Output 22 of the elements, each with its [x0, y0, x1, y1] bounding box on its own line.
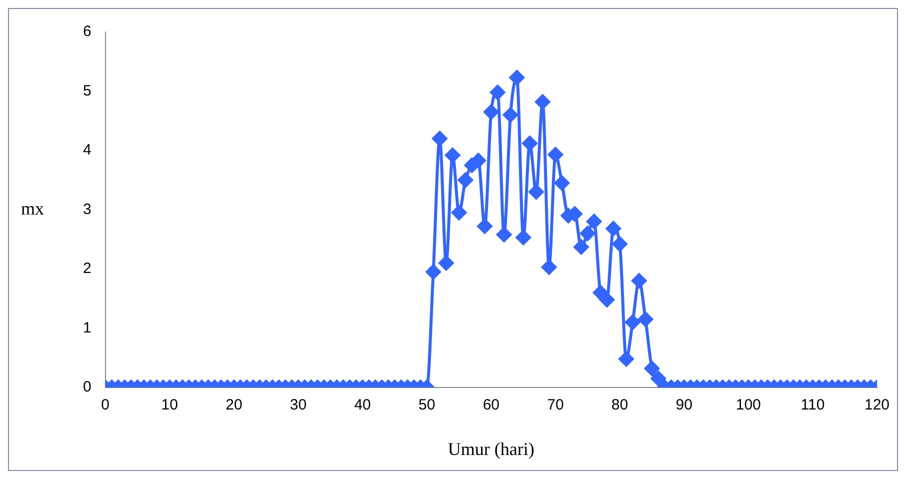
- x-axis-title: Umur (hari): [448, 438, 534, 459]
- y-tick-label: 1: [83, 319, 92, 336]
- x-tick-label: 50: [418, 396, 436, 414]
- x-tick-label: 70: [547, 396, 564, 414]
- x-tick-label: 80: [611, 396, 628, 414]
- y-tick-label: 5: [83, 82, 92, 100]
- y-tick-label: 0: [83, 378, 92, 396]
- y-tick-label: 3: [83, 200, 92, 218]
- x-tick-label: 20: [226, 396, 242, 414]
- x-tick-label: 100: [736, 396, 761, 414]
- y-axis-title: mx: [21, 198, 44, 218]
- y-tick-label: 4: [83, 142, 92, 159]
- x-tick-label: 10: [161, 396, 178, 414]
- x-tick-label: 0: [101, 396, 110, 414]
- x-tick-label: 90: [676, 396, 692, 414]
- x-tick-label: 110: [800, 396, 825, 414]
- x-tick-label: 30: [290, 396, 307, 414]
- y-tick-label: 6: [83, 23, 92, 40]
- x-tick-label: 40: [354, 396, 371, 414]
- x-tick-label: 120: [864, 396, 890, 414]
- x-tick-label: 60: [482, 396, 500, 414]
- y-tick-label: 2: [83, 260, 92, 278]
